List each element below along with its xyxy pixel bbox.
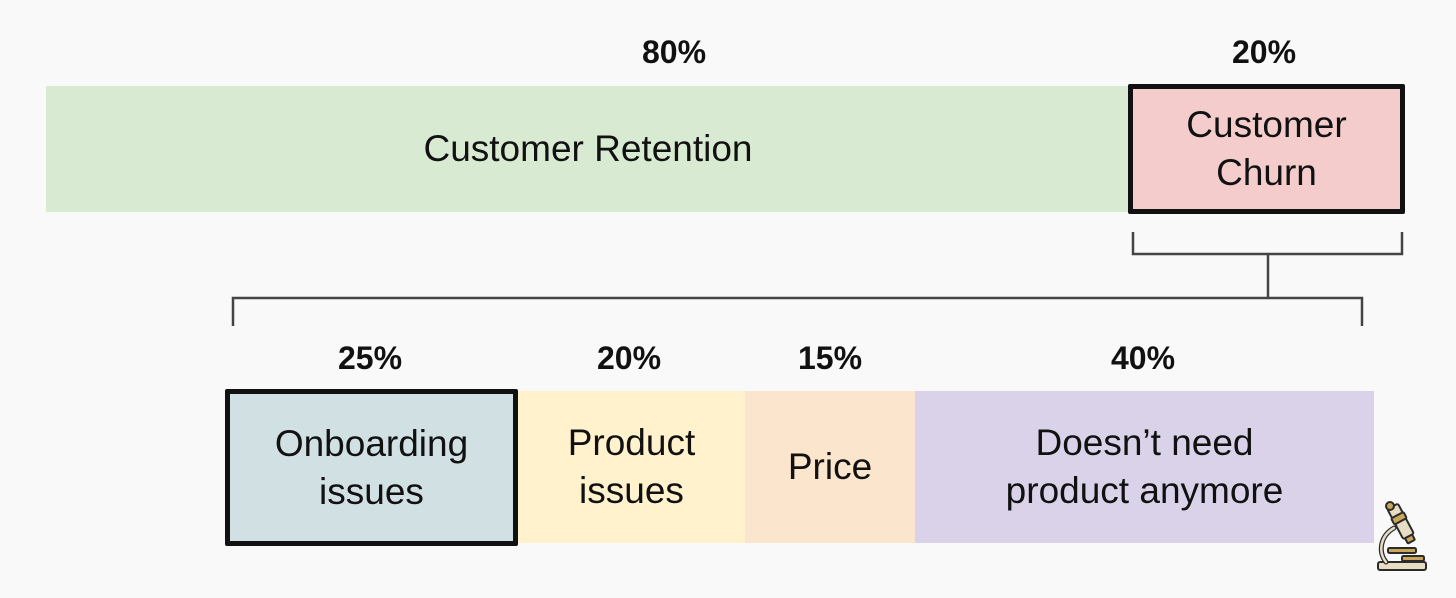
doesnt-need-percent: 40% bbox=[1110, 340, 1176, 376]
product-issues-segment: Product issues bbox=[518, 391, 745, 543]
doesnt-need-product-label: Doesn’t need product anymore bbox=[1005, 422, 1284, 511]
onboarding-issues-segment: Onboarding issues bbox=[225, 389, 518, 546]
product-issues-percent: 20% bbox=[596, 340, 662, 376]
customer-retention-segment: Customer Retention bbox=[46, 86, 1130, 212]
customer-churn-label: Customer Churn bbox=[1186, 104, 1347, 193]
onboarding-issues-label: Onboarding issues bbox=[274, 422, 469, 512]
microscope-icon bbox=[1377, 501, 1427, 571]
customer-retention-label: Customer Retention bbox=[423, 128, 753, 169]
retention-percent: 80% bbox=[641, 34, 707, 70]
doesnt-need-product-segment: Doesn’t need product anymore bbox=[915, 391, 1374, 543]
churn-percent: 20% bbox=[1231, 34, 1297, 70]
price-segment: Price bbox=[745, 391, 915, 543]
price-label: Price bbox=[787, 446, 873, 487]
product-issues-label: Product issues bbox=[567, 422, 696, 511]
price-percent: 15% bbox=[797, 340, 863, 376]
onboarding-percent: 25% bbox=[337, 340, 403, 376]
customer-churn-segment: Customer Churn bbox=[1128, 84, 1405, 214]
